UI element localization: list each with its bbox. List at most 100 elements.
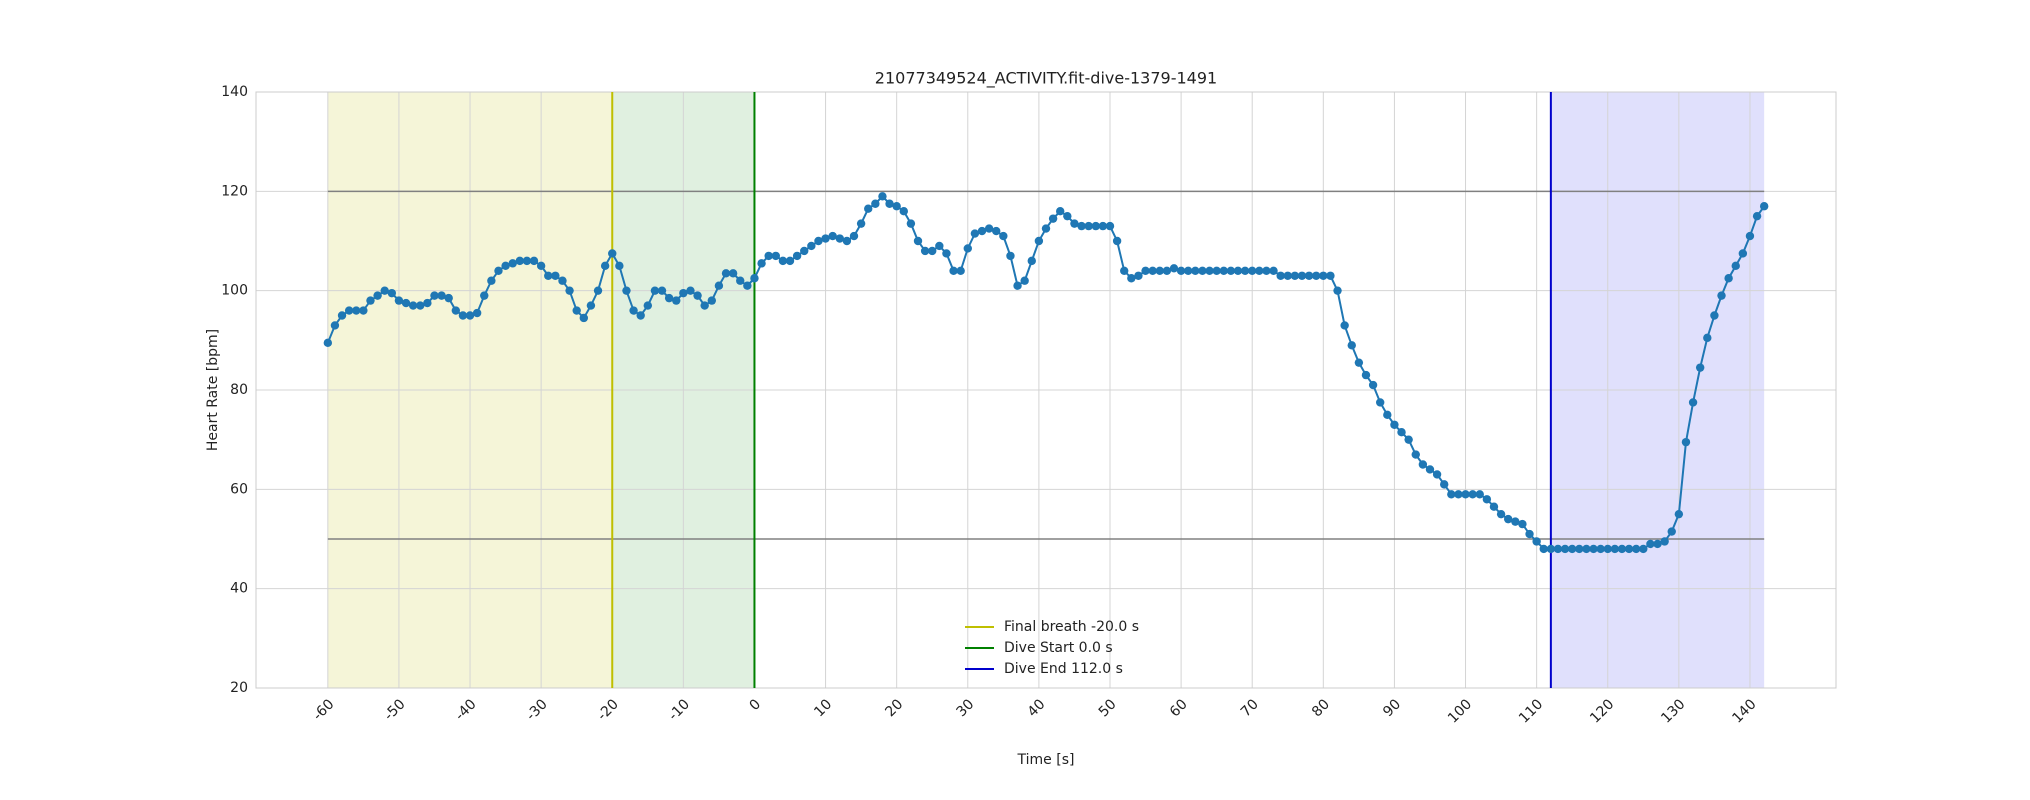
data-point bbox=[1134, 271, 1143, 280]
legend-label: Dive End 112.0 s bbox=[1004, 661, 1123, 677]
data-point bbox=[785, 256, 795, 266]
data-point bbox=[814, 236, 823, 246]
data-point bbox=[1212, 266, 1221, 275]
data-point bbox=[1447, 490, 1456, 499]
data-point bbox=[1539, 544, 1548, 554]
data-point bbox=[366, 296, 375, 305]
data-point bbox=[928, 246, 937, 256]
data-point bbox=[1532, 537, 1541, 546]
data-point bbox=[600, 261, 610, 271]
data-point bbox=[956, 266, 965, 275]
data-point bbox=[1191, 266, 1200, 275]
data-point bbox=[1582, 544, 1591, 554]
data-point bbox=[707, 296, 716, 305]
x-tick-label: -40 bbox=[452, 696, 479, 723]
data-point bbox=[1006, 251, 1015, 261]
data-point bbox=[494, 266, 503, 275]
data-point bbox=[579, 313, 589, 323]
data-point bbox=[423, 298, 432, 308]
data-point bbox=[792, 251, 802, 261]
data-point bbox=[871, 199, 880, 208]
data-point bbox=[1312, 271, 1321, 280]
data-point bbox=[1603, 544, 1612, 554]
data-point bbox=[1162, 266, 1172, 275]
data-point bbox=[849, 231, 859, 241]
data-point bbox=[1326, 271, 1335, 280]
y-axis-label: Heart Rate [bpm] bbox=[205, 329, 221, 451]
x-tick-label: -20 bbox=[594, 696, 621, 723]
chart-title: 21077349524_ACTIVITY.fit-dive-1379-1491 bbox=[875, 69, 1217, 89]
x-tick-label: -60 bbox=[310, 696, 337, 723]
data-point bbox=[1724, 274, 1733, 283]
x-tick-label: 110 bbox=[1516, 696, 1546, 726]
data-point bbox=[1546, 544, 1556, 554]
data-point bbox=[807, 241, 816, 251]
data-point bbox=[1226, 266, 1236, 275]
data-point bbox=[757, 259, 766, 268]
data-point bbox=[465, 311, 475, 320]
data-point bbox=[416, 301, 425, 310]
data-point bbox=[885, 199, 894, 208]
data-point bbox=[1454, 490, 1463, 499]
data-point bbox=[800, 246, 809, 256]
x-tick-label: 30 bbox=[954, 696, 978, 720]
x-tick-label: 20 bbox=[882, 696, 906, 720]
data-point bbox=[1056, 207, 1065, 216]
data-point bbox=[515, 256, 525, 266]
x-tick-label: 70 bbox=[1238, 696, 1262, 720]
x-tick-label: 60 bbox=[1167, 696, 1191, 720]
data-point bbox=[1688, 398, 1698, 407]
data-point bbox=[1439, 480, 1449, 489]
data-point bbox=[686, 286, 695, 295]
data-point bbox=[992, 226, 1001, 236]
data-point bbox=[1489, 502, 1499, 511]
data-point bbox=[1091, 221, 1100, 231]
data-point bbox=[1411, 450, 1420, 459]
data-point bbox=[835, 234, 844, 243]
data-point bbox=[743, 281, 752, 290]
data-point bbox=[1169, 264, 1179, 273]
data-point bbox=[1383, 410, 1392, 420]
x-tick-label: 40 bbox=[1025, 696, 1049, 720]
x-tick-label: 10 bbox=[811, 696, 835, 720]
y-tick-label: 20 bbox=[230, 680, 248, 696]
data-point bbox=[1759, 202, 1769, 211]
data-point bbox=[1347, 341, 1356, 350]
data-point bbox=[387, 288, 397, 298]
data-point bbox=[1333, 286, 1342, 295]
data-point bbox=[913, 236, 923, 246]
data-point bbox=[373, 291, 382, 300]
data-point bbox=[949, 266, 958, 275]
data-point bbox=[771, 251, 780, 261]
data-point bbox=[1020, 276, 1029, 285]
data-point bbox=[1063, 211, 1072, 221]
data-point bbox=[764, 251, 773, 261]
data-point bbox=[1255, 266, 1264, 275]
data-point bbox=[1376, 398, 1385, 407]
data-point bbox=[337, 311, 347, 320]
data-point bbox=[536, 261, 546, 271]
data-point bbox=[1397, 428, 1406, 437]
data-point bbox=[778, 256, 788, 266]
data-point bbox=[1653, 539, 1662, 549]
data-point bbox=[1198, 266, 1207, 275]
data-point bbox=[1098, 221, 1108, 231]
data-point bbox=[899, 207, 908, 216]
data-point bbox=[736, 276, 745, 285]
data-point bbox=[664, 293, 674, 303]
data-point bbox=[672, 296, 681, 305]
data-point bbox=[1319, 271, 1328, 280]
data-point bbox=[1290, 271, 1300, 280]
data-point bbox=[487, 276, 496, 285]
data-point bbox=[1368, 380, 1378, 390]
data-point bbox=[864, 204, 873, 213]
data-point bbox=[529, 256, 539, 266]
data-point bbox=[1027, 256, 1036, 266]
data-point bbox=[1738, 249, 1748, 258]
x-tick-label: -50 bbox=[381, 696, 408, 723]
data-point bbox=[920, 246, 930, 256]
data-point bbox=[344, 306, 354, 315]
data-point bbox=[1304, 271, 1314, 280]
data-point bbox=[586, 301, 596, 310]
data-point bbox=[1425, 465, 1435, 474]
